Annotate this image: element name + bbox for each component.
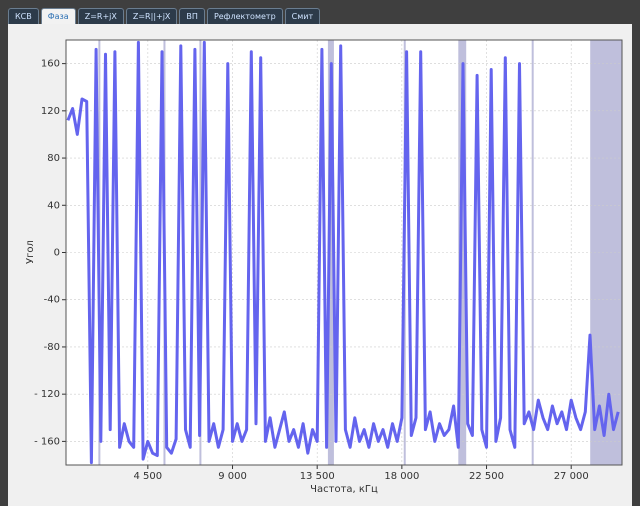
y-tick-label: 0 bbox=[54, 248, 60, 259]
y-tick-label: 160 bbox=[41, 59, 60, 70]
x-axis-label: Частота, кГц bbox=[310, 484, 378, 495]
x-tick-label: 18 000 bbox=[384, 471, 419, 482]
y-tick-label: 40 bbox=[47, 200, 60, 211]
y-tick-label: -80 bbox=[44, 342, 60, 353]
y-tick-label: - 160 bbox=[34, 436, 60, 447]
x-tick-label: 22 500 bbox=[469, 471, 504, 482]
y-tick-label: 80 bbox=[47, 153, 60, 164]
y-tick-label: 120 bbox=[41, 106, 60, 117]
x-tick-label: 27 000 bbox=[554, 471, 589, 482]
x-tick-label: 13 500 bbox=[300, 471, 335, 482]
y-axis-label: Угол bbox=[25, 240, 36, 264]
y-tick-label: -40 bbox=[44, 295, 60, 306]
x-tick-label: 4 500 bbox=[134, 471, 163, 482]
y-tick-label: - 120 bbox=[34, 389, 60, 400]
x-tick-label: 9 000 bbox=[218, 471, 247, 482]
